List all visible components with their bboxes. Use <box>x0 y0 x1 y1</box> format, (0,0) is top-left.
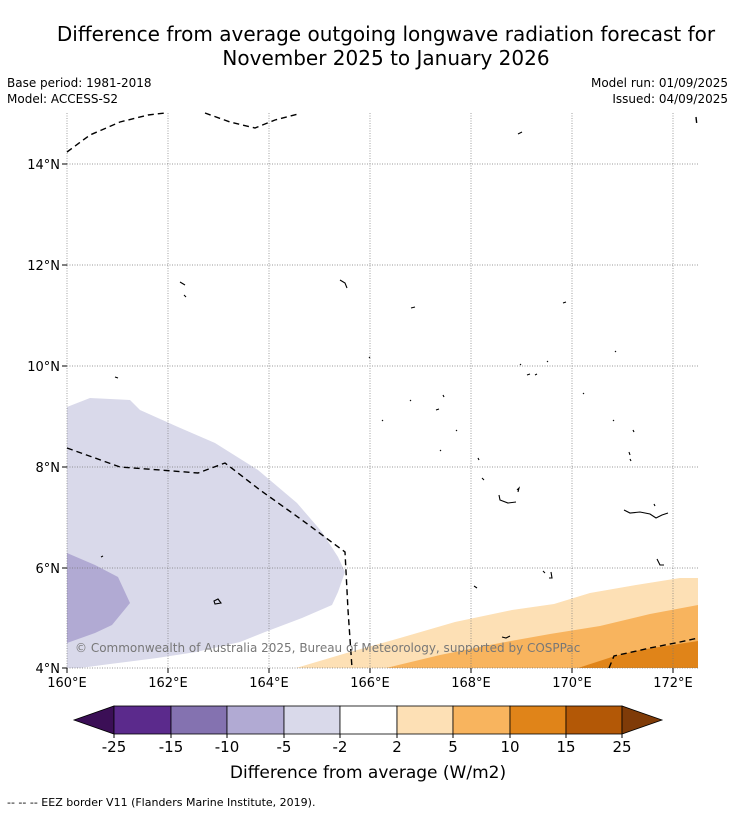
colorbar-segment <box>283 705 341 735</box>
lat-label-14: 14°N <box>27 158 60 173</box>
anomaly-region-minus5 <box>67 398 345 668</box>
title-line-1: Difference from average outgoing longwav… <box>56 22 716 46</box>
copyright-notice: © Commonwealth of Australia 2025, Bureau… <box>75 641 581 655</box>
lat-label-10: 10°N <box>27 360 60 375</box>
colorbar: -25 -15 -10 -5 -2 2 5 10 15 25 Differenc… <box>72 705 664 783</box>
lon-label-168: 168°E <box>451 676 491 691</box>
lon-label-170: 170°E <box>552 676 592 691</box>
colorbar-segment <box>452 705 511 735</box>
colorbar-segment <box>396 705 454 735</box>
eez-footnote: -- -- -- EEZ border V11 (Flanders Marine… <box>7 796 316 809</box>
colorbar-label: 25 <box>612 738 631 756</box>
colorbar-segment <box>339 705 398 735</box>
model-text: Model: ACCESS-S2 <box>7 92 119 106</box>
lat-label-4: 4°N <box>36 662 61 677</box>
base-period-text: Base period: 1981-2018 <box>7 76 152 90</box>
colorbar-label: -2 <box>333 738 348 756</box>
colorbar-label: 2 <box>392 738 402 756</box>
colorbar-min-extension <box>72 705 115 735</box>
longitude-labels: 160°E 162°E 164°E 166°E 168°E 170°E 172°… <box>47 676 693 691</box>
latitude-labels: 14°N 12°N 10°N 8°N 6°N 4°N <box>27 158 60 677</box>
map-panel: 14°N 12°N 10°N 8°N 6°N 4°N 160°E 162°E 1… <box>27 112 699 691</box>
colorbar-label: 15 <box>556 738 575 756</box>
colorbar-title: Difference from average (W/m2) <box>230 763 506 783</box>
anomaly-region-plus5 <box>386 605 698 668</box>
colorbar-label: -5 <box>277 738 292 756</box>
colorbar-label: -15 <box>159 738 184 756</box>
lat-label-6: 6°N <box>36 562 61 577</box>
lon-label-160: 160°E <box>47 676 87 691</box>
colorbar-ticks <box>113 734 623 738</box>
colorbar-label: -10 <box>215 738 240 756</box>
colorbar-label: 10 <box>500 738 519 756</box>
colorbar-label: -25 <box>102 738 127 756</box>
gridlines <box>66 113 698 669</box>
lon-label-166: 166°E <box>350 676 390 691</box>
lat-label-8: 8°N <box>36 461 61 476</box>
lon-label-162: 162°E <box>148 676 188 691</box>
title-line-2: November 2025 to January 2026 <box>222 46 550 70</box>
model-run-text: Model run: 01/09/2025 <box>590 76 728 90</box>
colorbar-segment <box>226 705 285 735</box>
colorbar-labels: -25 -15 -10 -5 -2 2 5 10 15 25 <box>102 738 632 756</box>
meta-right: Model run: 01/09/2025 Issued: 04/09/2025 <box>591 75 728 107</box>
lon-label-164: 164°E <box>249 676 289 691</box>
colorbar-segment <box>565 705 623 735</box>
chart-title: Difference from average outgoing longwav… <box>0 22 736 70</box>
anomaly-region-plus10 <box>578 641 698 668</box>
island-outlines <box>100 131 669 639</box>
axis-ticks <box>62 163 674 673</box>
issued-text: Issued: 04/09/2025 <box>612 92 728 106</box>
eez-borders <box>66 112 699 669</box>
meta-left: Base period: 1981-2018 Model: ACCESS-S2 <box>7 75 152 107</box>
colorbar-segment <box>509 705 567 735</box>
lon-label-172: 172°E <box>653 676 693 691</box>
colorbar-segment <box>170 705 228 735</box>
colorbar-max-extension <box>621 705 664 735</box>
colorbar-label: 5 <box>448 738 458 756</box>
colorbar-segment <box>113 705 172 735</box>
lat-label-12: 12°N <box>27 259 60 274</box>
anomaly-region-minus10 <box>67 553 130 643</box>
